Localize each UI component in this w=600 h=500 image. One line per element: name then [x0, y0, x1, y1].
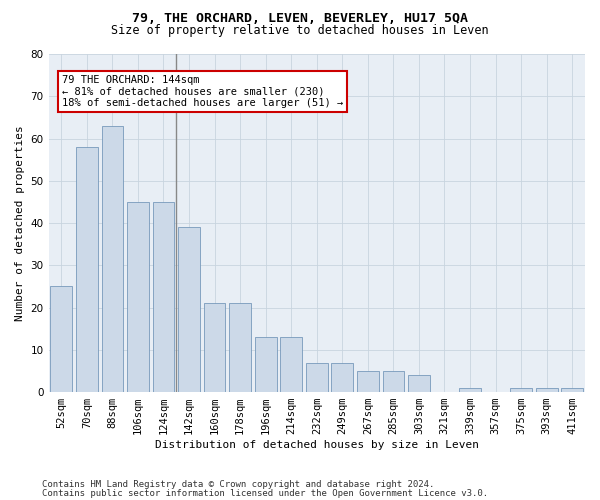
Bar — [408, 375, 430, 392]
Bar — [280, 337, 302, 392]
Bar — [229, 304, 251, 392]
Bar — [152, 202, 175, 392]
Bar — [357, 371, 379, 392]
Text: Contains public sector information licensed under the Open Government Licence v3: Contains public sector information licen… — [42, 488, 488, 498]
Bar — [536, 388, 557, 392]
Bar — [383, 371, 404, 392]
Bar — [76, 147, 98, 392]
Bar — [306, 362, 328, 392]
Bar — [459, 388, 481, 392]
Text: 79 THE ORCHARD: 144sqm
← 81% of detached houses are smaller (230)
18% of semi-de: 79 THE ORCHARD: 144sqm ← 81% of detached… — [62, 75, 343, 108]
Text: 79, THE ORCHARD, LEVEN, BEVERLEY, HU17 5QA: 79, THE ORCHARD, LEVEN, BEVERLEY, HU17 5… — [132, 12, 468, 26]
Bar — [255, 337, 277, 392]
X-axis label: Distribution of detached houses by size in Leven: Distribution of detached houses by size … — [155, 440, 479, 450]
Bar — [127, 202, 149, 392]
Bar — [331, 362, 353, 392]
Bar — [204, 304, 226, 392]
Bar — [50, 286, 72, 392]
Bar — [510, 388, 532, 392]
Y-axis label: Number of detached properties: Number of detached properties — [15, 125, 25, 321]
Bar — [178, 228, 200, 392]
Bar — [562, 388, 583, 392]
Bar — [101, 126, 123, 392]
Text: Size of property relative to detached houses in Leven: Size of property relative to detached ho… — [111, 24, 489, 37]
Text: Contains HM Land Registry data © Crown copyright and database right 2024.: Contains HM Land Registry data © Crown c… — [42, 480, 434, 489]
